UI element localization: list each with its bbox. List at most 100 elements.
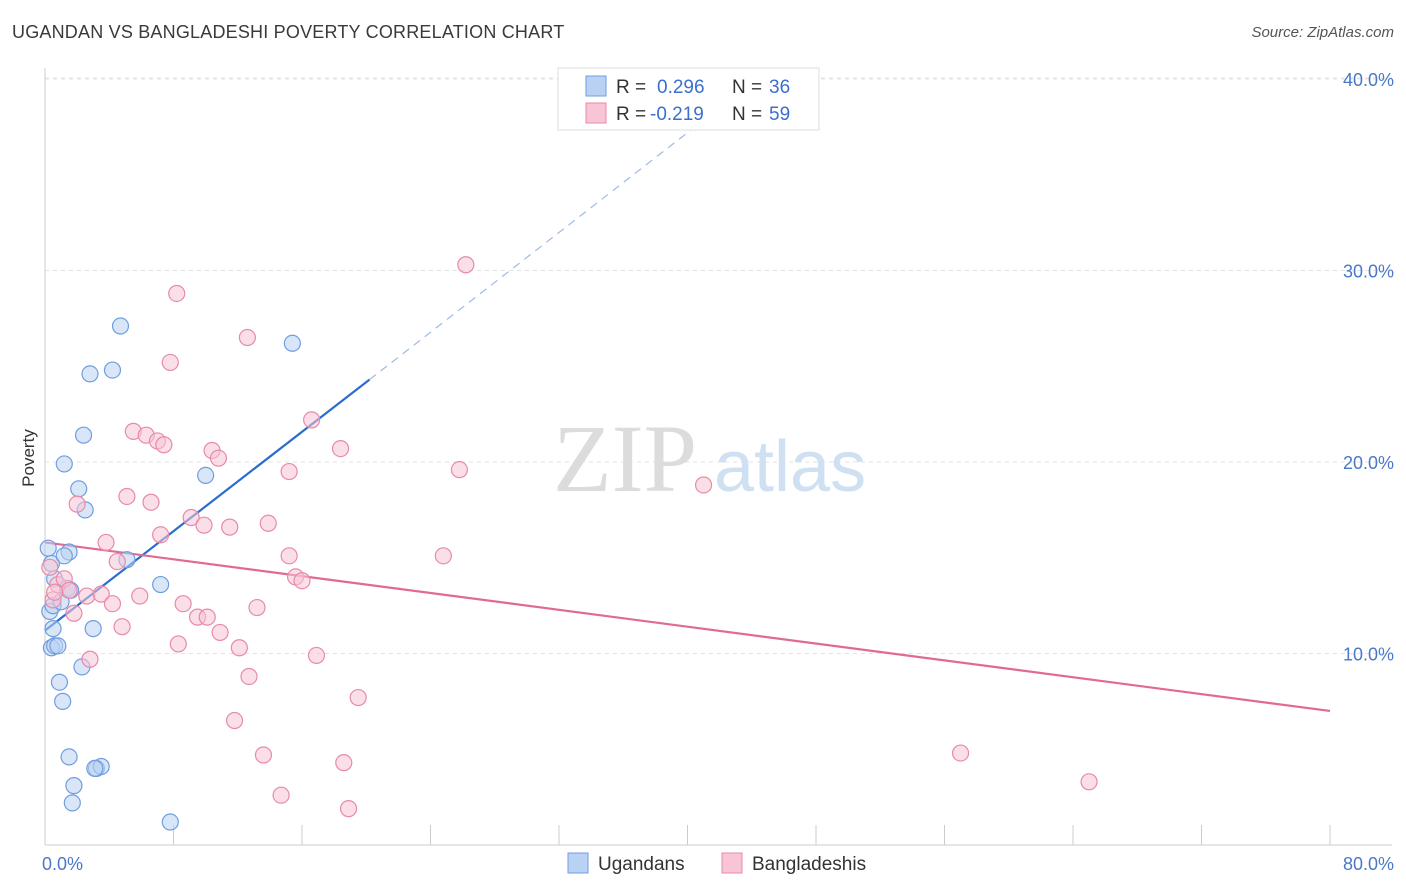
point-bangladeshis-31	[209, 449, 228, 467]
point-bangladeshis-48	[331, 439, 350, 458]
point-ugandans-34	[49, 637, 67, 655]
point-bangladeshis-40	[259, 514, 277, 532]
point-bangladeshis-16	[131, 587, 149, 605]
point-bangladeshis-12	[108, 552, 126, 571]
point-bangladeshis-26	[182, 508, 200, 527]
point-bangladeshis-8	[81, 650, 99, 668]
x-tick-label-min: 0.0%	[42, 854, 83, 874]
stats-legend: R = 0.296 N = 36 R = -0.219 N = 59	[557, 67, 820, 131]
y-axis-label: Poverty	[19, 429, 38, 487]
point-ugandans-23	[60, 748, 78, 766]
point-bangladeshis-7	[78, 587, 96, 605]
point-bangladeshis-6	[68, 495, 86, 513]
axes	[44, 68, 1392, 846]
legend-swatch-bangladeshis	[585, 102, 607, 124]
point-bangladeshis-5	[65, 604, 83, 622]
point-bangladeshis-4	[60, 581, 78, 599]
legend-n-value-ugandans: 36	[769, 77, 790, 98]
trend-line-bangladeshis	[44, 541, 1331, 713]
point-bangladeshis-18	[142, 493, 160, 511]
point-bangladeshis-10	[97, 533, 115, 552]
point-bangladeshis-38	[248, 598, 266, 617]
point-bangladeshis-33	[221, 518, 239, 536]
legend-r-label-ugandans: R =	[616, 77, 646, 98]
point-ugandans-0	[39, 539, 57, 557]
point-ugandans-29	[152, 575, 170, 594]
point-bangladeshis-53	[450, 461, 469, 479]
point-bangladeshis-21	[155, 436, 173, 454]
point-bangladeshis-39	[254, 746, 273, 764]
series-legend: Ugandans Bangladeshis	[567, 852, 866, 875]
legend-r-value-bangladeshis: -0.219	[650, 104, 704, 125]
point-bangladeshis-22	[161, 353, 179, 372]
point-bangladeshis-51	[349, 688, 367, 707]
point-bangladeshis-56	[951, 744, 970, 762]
point-bangladeshis-42	[280, 462, 298, 481]
gridlines	[45, 77, 1392, 654]
point-bangladeshis-0	[41, 558, 59, 576]
source-label: Source: ZipAtlas.com	[1251, 24, 1394, 41]
point-bangladeshis-14	[118, 487, 136, 506]
point-ugandans-3	[44, 620, 62, 638]
y-tick-label-2: 30.0%	[1343, 262, 1394, 282]
point-bangladeshis-52	[434, 547, 452, 565]
y-tick-label-0: 10.0%	[1343, 645, 1394, 665]
point-bangladeshis-58	[46, 583, 64, 601]
point-bangladeshis-29	[198, 608, 216, 626]
point-ugandans-30	[197, 466, 215, 485]
point-ugandans-13	[54, 692, 72, 710]
point-ugandans-10	[55, 547, 73, 565]
point-bangladeshis-57	[1080, 773, 1098, 791]
point-bangladeshis-13	[113, 618, 131, 636]
point-bangladeshis-37	[240, 667, 258, 686]
point-bangladeshis-41	[272, 786, 290, 804]
point-ugandans-31	[283, 334, 301, 352]
point-bangladeshis-23	[169, 635, 187, 653]
point-ugandans-32	[161, 813, 179, 831]
y-tick-label-1: 20.0%	[1343, 453, 1394, 473]
point-bangladeshis-47	[307, 646, 326, 665]
point-bangladeshis-25	[174, 595, 192, 613]
series-legend-label-bangladeshis: Bangladeshis	[752, 854, 866, 875]
point-bangladeshis-35	[230, 639, 248, 657]
legend-r-label-bangladeshis: R =	[616, 104, 646, 125]
legend-n-label-ugandans: N =	[732, 77, 762, 98]
point-bangladeshis-54	[457, 256, 475, 274]
point-ugandans-15	[70, 480, 88, 498]
point-ugandans-12	[50, 673, 69, 691]
point-bangladeshis-45	[293, 572, 311, 590]
point-ugandans-27	[63, 794, 81, 812]
point-bangladeshis-34	[225, 711, 244, 730]
point-bangladeshis-50	[339, 800, 358, 818]
point-bangladeshis-28	[195, 516, 213, 534]
point-bangladeshis-49	[335, 754, 353, 772]
point-ugandans-17	[74, 426, 93, 444]
point-bangladeshis-55	[694, 476, 713, 494]
watermark: ZIP atlas	[553, 405, 866, 512]
data-points	[39, 256, 1098, 831]
point-ugandans-20	[111, 317, 130, 335]
chart-title: UGANDAN VS BANGLADESHI POVERTY CORRELATI…	[12, 22, 565, 42]
point-bangladeshis-9	[92, 585, 110, 603]
point-bangladeshis-36	[238, 328, 256, 347]
watermark-atlas: atlas	[714, 427, 866, 507]
point-bangladeshis-43	[280, 547, 298, 565]
legend-r-value-ugandans: 0.296	[657, 77, 705, 98]
point-bangladeshis-32	[211, 623, 229, 642]
point-bangladeshis-11	[103, 595, 122, 613]
point-ugandans-14	[55, 455, 73, 473]
point-bangladeshis-20	[152, 526, 170, 544]
legend-n-value-bangladeshis: 59	[769, 104, 790, 125]
legend-swatch-ugandans	[585, 75, 607, 97]
y-tick-label-3: 40.0%	[1343, 70, 1394, 90]
series-legend-swatch-ugandans	[567, 852, 589, 874]
y-tick-labels: 10.0% 20.0% 30.0% 40.0%	[1343, 70, 1394, 665]
series-legend-label-ugandans: Ugandans	[598, 854, 685, 875]
point-bangladeshis-46	[303, 411, 321, 429]
watermark-zip: ZIP	[553, 405, 697, 512]
series-legend-swatch-bangladeshis	[721, 852, 743, 874]
point-bangladeshis-24	[168, 284, 186, 303]
point-ugandans-19	[103, 361, 122, 379]
point-ugandans-33	[86, 759, 104, 778]
